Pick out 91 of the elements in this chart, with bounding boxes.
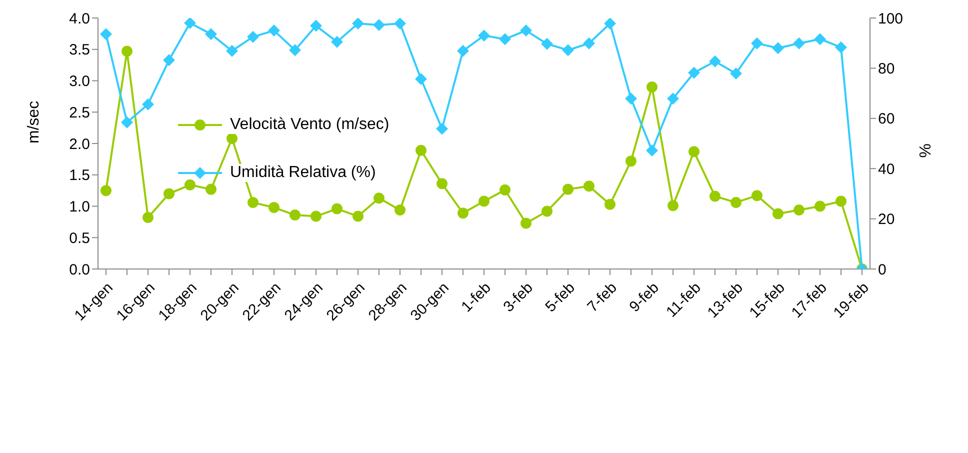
point bbox=[604, 18, 616, 30]
point bbox=[373, 19, 385, 32]
point bbox=[584, 180, 594, 192]
y2-tick-label: 60 bbox=[878, 110, 895, 128]
point bbox=[122, 46, 132, 57]
y2-tick-label: 20 bbox=[878, 211, 895, 228]
point bbox=[415, 72, 427, 85]
point bbox=[352, 210, 364, 222]
point bbox=[520, 24, 532, 37]
point bbox=[226, 44, 238, 57]
point bbox=[772, 42, 784, 54]
point bbox=[268, 202, 280, 214]
point bbox=[100, 28, 112, 40]
y-tick-label: 1.0 bbox=[69, 198, 90, 216]
y2-tick-label: 100 bbox=[878, 10, 904, 28]
legend-label: Velocità Vento (m/sec) bbox=[228, 116, 392, 134]
point bbox=[268, 24, 280, 37]
point bbox=[541, 38, 553, 50]
point bbox=[394, 204, 406, 216]
point bbox=[583, 37, 595, 50]
point bbox=[436, 178, 448, 190]
point bbox=[499, 33, 511, 46]
y-tick-label: 1.5 bbox=[69, 167, 90, 184]
point bbox=[184, 179, 196, 190]
y-tick-label: 0.5 bbox=[69, 230, 90, 247]
y2-axis-title: % bbox=[918, 144, 935, 158]
point bbox=[793, 37, 805, 50]
point bbox=[836, 196, 846, 207]
point bbox=[226, 132, 238, 144]
point bbox=[310, 20, 322, 32]
point bbox=[478, 196, 490, 207]
point bbox=[163, 54, 175, 66]
point bbox=[352, 18, 364, 30]
point bbox=[626, 156, 636, 167]
point bbox=[752, 190, 762, 202]
y-tick-label: 2.5 bbox=[69, 104, 90, 122]
y-tick-label: 2.0 bbox=[69, 136, 90, 153]
point bbox=[709, 55, 721, 68]
point bbox=[100, 185, 112, 196]
y2-tick-label: 80 bbox=[878, 60, 895, 78]
point bbox=[730, 196, 742, 208]
point bbox=[604, 198, 616, 210]
point bbox=[142, 212, 154, 224]
point bbox=[542, 206, 552, 217]
y2-tick-label: 0 bbox=[878, 261, 886, 278]
point bbox=[457, 44, 469, 57]
point bbox=[205, 28, 217, 40]
y-tick-label: 0.0 bbox=[69, 261, 90, 278]
point bbox=[332, 203, 342, 214]
point bbox=[247, 30, 259, 43]
point bbox=[730, 67, 742, 80]
point bbox=[331, 36, 343, 48]
point bbox=[290, 210, 300, 221]
point bbox=[814, 200, 826, 212]
y-tick-label: 3.0 bbox=[69, 73, 90, 90]
point bbox=[184, 18, 196, 30]
point bbox=[562, 184, 574, 195]
point bbox=[478, 30, 490, 42]
point bbox=[206, 184, 216, 195]
point bbox=[835, 41, 847, 54]
y-tick-label: 4.0 bbox=[69, 10, 90, 28]
point bbox=[625, 92, 637, 105]
point bbox=[121, 116, 133, 128]
point bbox=[814, 33, 826, 46]
y2-tick-label: 40 bbox=[878, 160, 895, 178]
point bbox=[500, 184, 510, 196]
point bbox=[374, 192, 384, 204]
point bbox=[436, 122, 448, 135]
point bbox=[142, 98, 154, 110]
legend-label: Umidità Relativa (%) bbox=[228, 164, 378, 182]
point bbox=[458, 208, 468, 219]
point bbox=[164, 188, 174, 200]
point bbox=[646, 144, 658, 157]
point bbox=[751, 37, 763, 50]
point bbox=[520, 218, 532, 229]
y-axis-title: m/sec bbox=[26, 100, 43, 144]
point bbox=[646, 82, 658, 93]
point bbox=[310, 210, 322, 222]
y-tick-label: 3.5 bbox=[69, 42, 90, 59]
point bbox=[394, 18, 406, 30]
point bbox=[688, 66, 700, 79]
point bbox=[688, 146, 700, 158]
point bbox=[794, 204, 804, 216]
point bbox=[289, 44, 301, 56]
point bbox=[562, 44, 574, 56]
point bbox=[667, 92, 679, 105]
point bbox=[416, 144, 426, 156]
point bbox=[710, 190, 720, 202]
point bbox=[248, 196, 258, 208]
point bbox=[668, 200, 678, 212]
point bbox=[772, 208, 784, 220]
